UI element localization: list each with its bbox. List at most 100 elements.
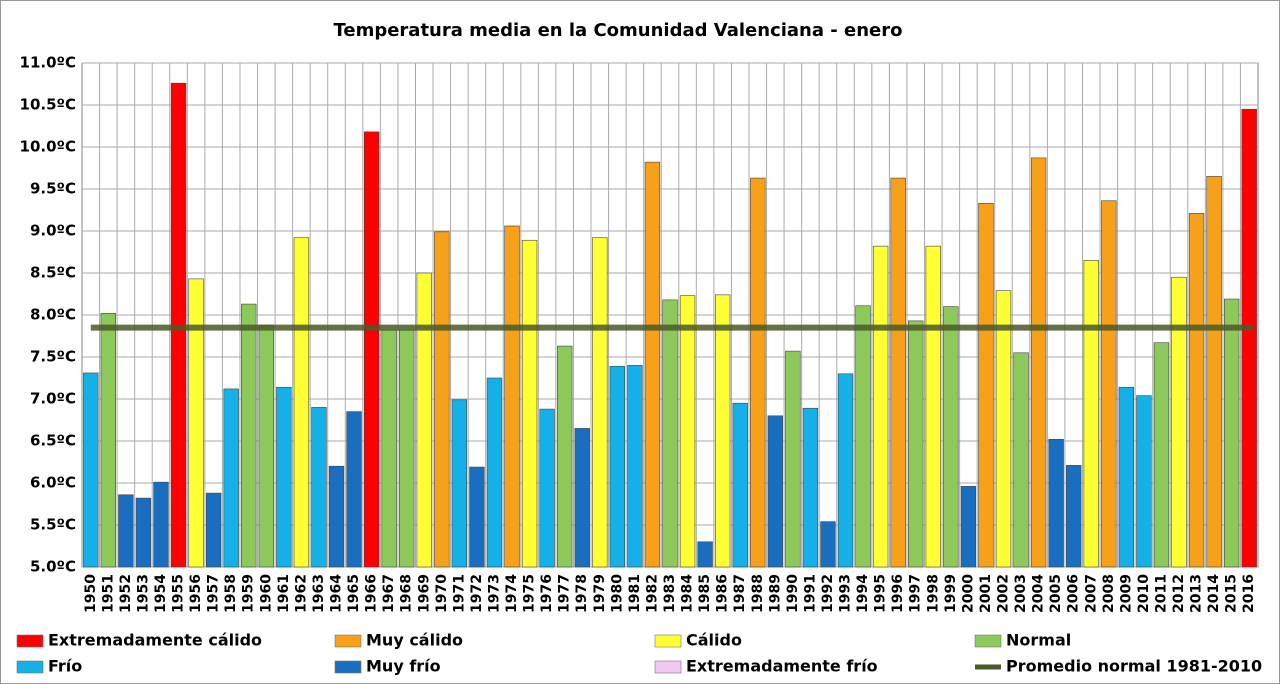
bar [574,428,590,568]
x-tick-label: 1967 [381,574,397,613]
x-tick-label: 1990 [785,574,801,613]
x-tick-label: 1953 [135,574,151,613]
x-tick-label: 2016 [1241,574,1257,613]
x-tick-label: 2001 [978,574,994,613]
bar [1030,157,1047,568]
bar [539,408,555,568]
legend-swatch [654,634,682,648]
x-tick-label: 2008 [1101,574,1117,613]
y-tick-label: 8.0ºC [30,306,76,324]
x-tick-label: 1964 [329,574,345,613]
bar [1013,352,1029,568]
bar [1153,342,1170,568]
bar [627,365,643,568]
y-tick-label: 5.5ºC [30,516,76,534]
x-tick-label: 1983 [662,574,678,613]
bar [925,245,941,568]
bar [451,399,468,568]
bar [83,372,99,568]
bar [697,541,713,568]
x-tick-label: 1988 [750,574,766,613]
x-tick-label: 1982 [644,574,660,613]
x-tick-label: 2004 [1031,574,1047,613]
x-tick-label: 1974 [504,574,520,613]
bar [1171,276,1187,568]
x-tick-label: 1978 [574,574,590,613]
x-tick-label: 1979 [592,574,608,613]
x-tick-label: 1958 [223,574,239,613]
x-tick-label: 1991 [802,574,818,613]
bar [1066,465,1082,568]
x-tick-label: 2013 [1189,574,1205,613]
bar [381,329,397,568]
bar [820,521,836,568]
bar [592,237,608,568]
legend-swatch [334,660,362,674]
y-tick-label: 10.5ºC [20,96,76,114]
legend-label: Muy cálido [366,631,463,650]
x-tick-label: 1966 [364,574,380,613]
bar [1101,200,1117,568]
legend-label: Normal [1006,631,1071,650]
bar [1223,298,1240,568]
x-tick-label: 1975 [522,574,538,613]
chart-title: Temperatura media en la Comunidad Valenc… [333,20,902,41]
x-tick-label: 1968 [399,574,415,613]
bar [1048,439,1064,568]
x-tick-label: 1998 [925,574,941,613]
bar [311,407,327,568]
y-tick-label: 6.0ºC [30,474,76,492]
legend-label: Promedio normal 1981-2010 [1006,657,1262,676]
legend-swatch [654,660,682,674]
x-tick-label: 2005 [1048,574,1064,613]
bar [521,239,538,568]
bar [802,407,819,568]
x-tick-label: 2014 [1206,574,1222,613]
x-tick-label: 1950 [83,574,99,613]
legend-swatch [974,634,1002,648]
bar [750,177,766,568]
x-tick-label: 2011 [1153,574,1169,613]
bar [118,494,134,568]
bar [258,324,274,568]
legend-label: Extremadamente cálido [48,631,262,650]
bar [153,481,169,568]
x-tick-label: 2015 [1224,574,1240,613]
x-tick-label: 2002 [995,574,1011,613]
y-tick-label: 5.0ºC [30,558,76,576]
bar [837,373,854,568]
y-tick-label: 8.5ºC [30,264,76,282]
bar [890,177,906,568]
bar [293,237,310,568]
x-tick-label: 1959 [241,574,257,613]
x-tick-label: 1996 [890,574,906,613]
bar [223,388,239,568]
x-tick-label: 1957 [206,574,222,613]
x-tick-label: 1962 [293,574,309,613]
x-tick-label: 1955 [171,574,187,613]
y-tick-label: 11.0ºC [20,54,76,72]
bar [943,306,959,568]
x-tick-label: 1984 [680,574,696,613]
bar [1206,176,1222,568]
legend-swatch [334,634,362,648]
bar [363,131,380,568]
y-tick-label: 7.0ºC [30,390,76,408]
legend-swatch [16,634,44,648]
y-tick-label: 10.0ºC [20,138,76,156]
x-tick-label: 1993 [838,574,854,613]
x-tick-label: 1965 [346,574,362,613]
x-tick-label: 1956 [188,574,204,613]
bar [504,225,520,568]
bar [732,402,748,568]
bar [908,320,924,568]
legend-label: Frío [48,657,82,676]
bar [276,386,292,568]
bar [1188,213,1205,568]
bar [855,305,871,568]
x-tick-label: 1952 [118,574,134,613]
x-tick-label: 1999 [943,574,959,613]
x-tick-label: 1960 [258,574,274,613]
x-tick-label: 2009 [1118,574,1134,613]
x-tick-label: 1994 [855,574,871,613]
